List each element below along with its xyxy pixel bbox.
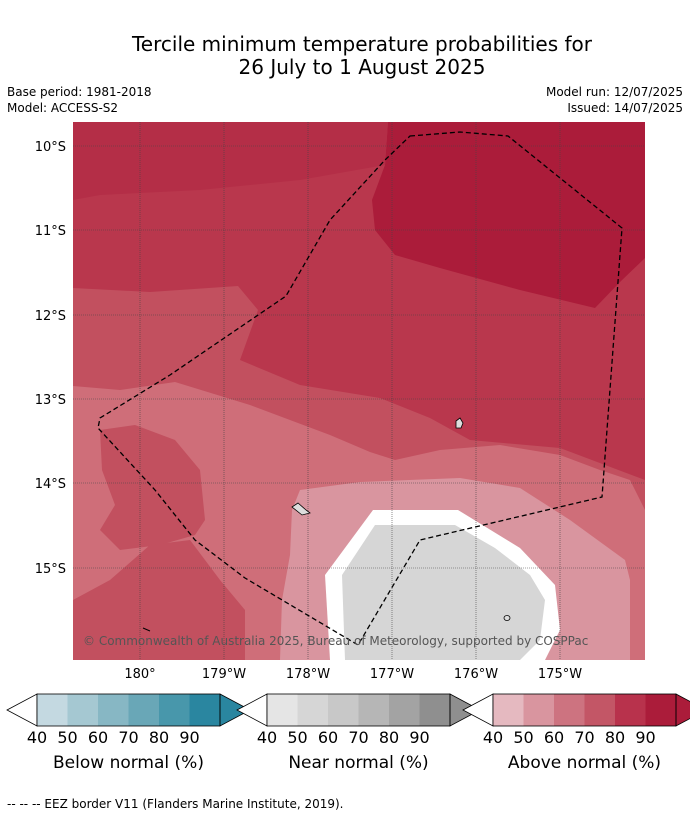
above-normal-tick-label: 60 xyxy=(543,728,565,747)
lat-label: 13°S xyxy=(35,393,66,408)
map-title-line-1: Tercile minimum temperature probabilitie… xyxy=(131,32,593,56)
above-normal-colorbar xyxy=(462,693,690,727)
island-4 xyxy=(142,627,151,632)
near-normal-swatch xyxy=(358,694,389,726)
region-above-75-top xyxy=(73,122,388,200)
gridlines xyxy=(73,122,645,660)
near-normal-colorbar xyxy=(236,693,481,727)
probability-map xyxy=(73,122,645,660)
below-normal-swatch xyxy=(189,694,220,726)
near-normal-label: Near normal (%) xyxy=(288,753,429,773)
lat-label: 11°S xyxy=(35,224,66,239)
near-normal-tick-label: 80 xyxy=(378,728,400,747)
above-normal-swatch xyxy=(615,694,646,726)
above-normal-outline xyxy=(492,693,677,727)
above-normal-under-triangle xyxy=(462,693,494,727)
lat-label: 12°S xyxy=(35,309,66,324)
base-period: Base period: 1981-2018 xyxy=(7,85,152,99)
above-normal-tick-label: 90 xyxy=(635,728,656,747)
above-normal-tick-label: 50 xyxy=(513,728,534,747)
near-normal-swatch xyxy=(328,694,359,726)
near-normal-swatch xyxy=(419,694,450,726)
below-normal-swatch xyxy=(98,694,129,726)
below-normal-tick-label: 70 xyxy=(118,728,139,747)
lon-label: 180° xyxy=(124,667,155,682)
lon-label: 177°W xyxy=(370,667,414,682)
above-normal-swatch xyxy=(523,694,554,726)
above-normal-tick-label: 80 xyxy=(604,728,626,747)
above-normal-swatch xyxy=(493,694,524,726)
below-normal-tick-label: 50 xyxy=(57,728,78,747)
lon-label: 179°W xyxy=(202,667,246,682)
region-near-normal-40 xyxy=(342,525,545,660)
below-normal-swatch xyxy=(67,694,98,726)
longitude-labels: 180° 179°W 178°W 177°W 176°W 175°W xyxy=(124,667,582,682)
island-1 xyxy=(455,417,464,429)
lon-label: 178°W xyxy=(286,667,330,682)
attribution-text: © Commonwealth of Australia 2025, Bureau… xyxy=(83,634,588,648)
below-normal-under-triangle xyxy=(6,693,38,727)
lat-label: 14°S xyxy=(35,477,66,492)
below-normal-tick-label: 40 xyxy=(26,728,48,747)
near-normal-swatch xyxy=(389,694,420,726)
lat-label: 15°S xyxy=(35,562,66,577)
above-normal-label: Above normal (%) xyxy=(507,753,662,773)
lon-label: 175°W xyxy=(538,667,582,682)
model-run: Model run: 12/07/2025 xyxy=(545,85,683,99)
below-normal-swatch xyxy=(128,694,159,726)
below-normal-tick-label: 80 xyxy=(148,728,170,747)
above-normal-tick-label: 70 xyxy=(574,728,595,747)
above-normal-swatch xyxy=(554,694,585,726)
latitude-labels: 10°S 11°S 12°S 13°S 14°S 15°S xyxy=(35,140,66,577)
near-normal-outline xyxy=(266,693,451,727)
above-normal-swatch xyxy=(645,694,676,726)
below-normal-colorbar xyxy=(6,693,251,727)
region-above-80 xyxy=(372,122,645,308)
below-normal-swatch xyxy=(37,694,68,726)
near-normal-tick-label: 40 xyxy=(256,728,278,747)
region-above-60-south xyxy=(73,540,245,660)
lat-label: 10°S xyxy=(35,140,66,155)
near-normal-under-triangle xyxy=(236,693,268,727)
below-normal-swatch xyxy=(159,694,190,726)
near-normal-tick-label: 90 xyxy=(409,728,430,747)
colorbars xyxy=(6,693,690,727)
island-2 xyxy=(291,502,311,516)
lon-label: 176°W xyxy=(454,667,498,682)
near-normal-tick-label: 70 xyxy=(348,728,369,747)
below-normal-tick-label: 60 xyxy=(87,728,109,747)
above-normal-swatch xyxy=(584,694,615,726)
above-normal-over-triangle xyxy=(675,693,690,727)
eez-border xyxy=(97,131,623,646)
near-normal-tick-label: 60 xyxy=(317,728,339,747)
issued-date: Issued: 14/07/2025 xyxy=(567,101,683,115)
island-3 xyxy=(503,615,511,621)
below-normal-label: Below normal (%) xyxy=(53,753,204,773)
near-normal-tick-label: 50 xyxy=(287,728,308,747)
near-normal-swatch xyxy=(267,694,298,726)
model-name: Model: ACCESS-S2 xyxy=(7,101,119,115)
map-title-line-2: 26 July to 1 August 2025 xyxy=(238,55,486,79)
below-normal-outline xyxy=(36,693,221,727)
below-normal-tick-label: 90 xyxy=(179,728,200,747)
near-normal-swatch xyxy=(297,694,328,726)
eez-footnote: -- -- -- EEZ border V11 (Flanders Marine… xyxy=(7,797,344,811)
above-normal-tick-label: 40 xyxy=(482,728,504,747)
